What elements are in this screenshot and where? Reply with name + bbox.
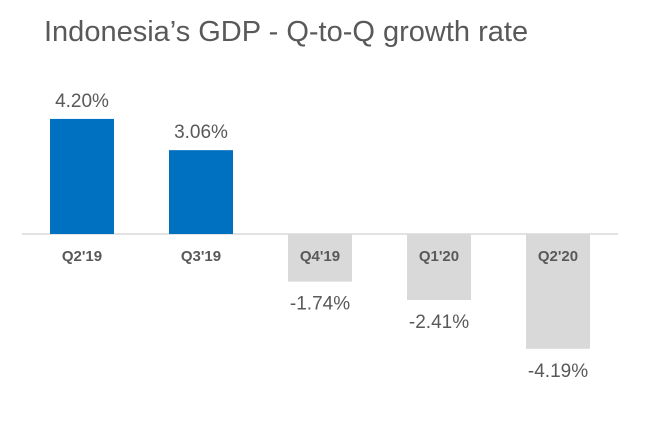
x-tick-label-3: Q1'20 (419, 248, 459, 265)
bar-0 (50, 118, 114, 234)
x-tick-label-1: Q3'19 (181, 248, 221, 265)
bar-3 (407, 234, 471, 301)
data-label-2: -1.74% (290, 294, 350, 315)
bars-group (50, 118, 590, 349)
bar-1 (169, 150, 233, 234)
x-tick-label-2: Q4'19 (300, 248, 340, 265)
data-label-3: -2.41% (409, 312, 469, 333)
data-labels-group: 4.20% 3.06% -1.74% -2.41% -4.19% (55, 91, 588, 382)
bar-4 (526, 234, 590, 349)
data-label-1: 3.06% (174, 122, 228, 143)
tick-labels-group: Q2'19 Q3'19 Q4'19 Q1'20 Q2'20 (62, 248, 578, 265)
data-label-0: 4.20% (55, 91, 109, 112)
bar-2 (288, 234, 352, 282)
data-label-4: -4.19% (528, 361, 588, 382)
x-tick-label-4: Q2'20 (538, 248, 578, 265)
x-tick-label-0: Q2'19 (62, 248, 102, 265)
chart-title: Indonesia’s GDP - Q-to-Q growth rate (44, 16, 529, 48)
